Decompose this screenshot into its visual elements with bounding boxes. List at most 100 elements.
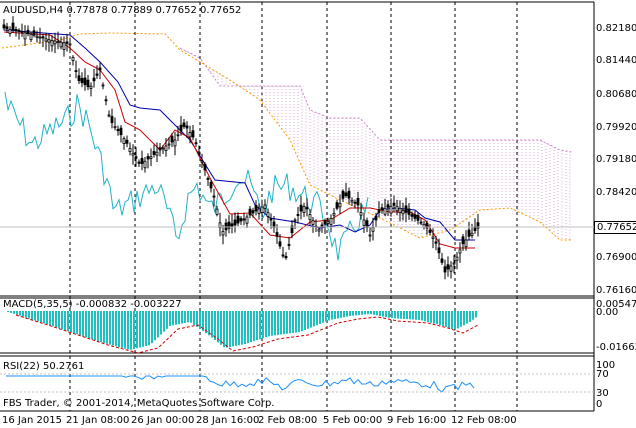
candle bbox=[5, 22, 9, 34]
candle bbox=[395, 199, 399, 216]
candle-body bbox=[47, 39, 51, 43]
candle bbox=[218, 212, 222, 237]
ichimoku-cloud bbox=[181, 49, 571, 240]
macd-header: MACD(5,35,5) -0.000832 -0.003227 bbox=[3, 299, 182, 310]
candle bbox=[62, 36, 66, 57]
candle-body bbox=[476, 222, 480, 229]
candle bbox=[44, 32, 48, 51]
candle bbox=[419, 217, 423, 226]
candle bbox=[275, 224, 279, 244]
candle bbox=[416, 212, 420, 225]
time-label: 9 Feb 16:00 bbox=[387, 415, 447, 426]
candle-body bbox=[236, 215, 240, 224]
candle-body bbox=[284, 255, 288, 259]
candle-body bbox=[110, 116, 114, 124]
rsi-scale-label: 0 bbox=[596, 399, 603, 410]
candle-body bbox=[347, 191, 351, 199]
candle bbox=[197, 145, 201, 157]
macd-scale-label: -0.016625 bbox=[596, 342, 636, 353]
candle-body bbox=[167, 143, 171, 146]
chart-header: AUDUSD,H4 0.77878 0.77889 0.77652 0.7765… bbox=[3, 5, 241, 16]
candle-body bbox=[194, 142, 198, 145]
candle-body bbox=[68, 43, 72, 46]
candle bbox=[155, 142, 159, 163]
candle-body bbox=[41, 36, 45, 39]
candle-body bbox=[53, 40, 57, 45]
candle-body bbox=[401, 209, 405, 215]
candle-body bbox=[92, 77, 96, 82]
candle bbox=[233, 212, 237, 233]
candle-body bbox=[386, 204, 390, 208]
macd-histogram bbox=[7, 311, 479, 354]
candle-body bbox=[191, 130, 195, 138]
candle bbox=[284, 252, 288, 260]
candle-body bbox=[107, 114, 111, 117]
candle bbox=[119, 125, 123, 143]
candle bbox=[113, 117, 117, 131]
candle-body bbox=[188, 132, 192, 138]
macd-scale-label: 0.00 bbox=[596, 307, 619, 318]
candle bbox=[179, 116, 183, 136]
candle bbox=[23, 25, 27, 46]
time-label: 26 Jan 00:00 bbox=[131, 415, 195, 426]
candle bbox=[299, 195, 303, 220]
candle bbox=[89, 82, 93, 97]
candle bbox=[236, 212, 240, 226]
candle-body bbox=[374, 215, 378, 221]
candle-body bbox=[245, 216, 249, 224]
candle-body bbox=[317, 228, 321, 232]
candle bbox=[41, 33, 45, 48]
candle-body bbox=[131, 152, 135, 156]
candle-body bbox=[65, 41, 69, 44]
time-label: 2 Feb 08:00 bbox=[258, 415, 318, 426]
candle bbox=[368, 226, 372, 242]
candle-body bbox=[221, 231, 225, 236]
candle-body bbox=[443, 266, 447, 273]
candle-body bbox=[23, 32, 27, 40]
candle bbox=[461, 234, 465, 251]
candle-body bbox=[239, 218, 243, 222]
candle-body bbox=[182, 122, 186, 127]
candle-body bbox=[407, 208, 411, 215]
candle bbox=[110, 108, 114, 129]
candle-body bbox=[365, 220, 369, 228]
candle-body bbox=[17, 29, 21, 32]
candle-body bbox=[305, 206, 309, 210]
candle bbox=[278, 233, 282, 249]
candle bbox=[467, 221, 471, 241]
candle bbox=[221, 224, 225, 245]
candle-body bbox=[395, 205, 399, 212]
candle-body bbox=[77, 75, 81, 82]
candle bbox=[14, 26, 18, 37]
candlesticks bbox=[2, 16, 480, 280]
candle bbox=[269, 213, 273, 229]
candle-body bbox=[257, 208, 261, 214]
candle-body bbox=[431, 236, 435, 239]
candle-body bbox=[359, 212, 363, 216]
candle-body bbox=[413, 214, 417, 219]
candle-body bbox=[83, 77, 87, 86]
time-label: 28 Jan 16:00 bbox=[196, 415, 260, 426]
candle-body bbox=[143, 160, 147, 169]
candle bbox=[410, 211, 414, 222]
candle bbox=[164, 138, 168, 157]
candle bbox=[152, 144, 156, 158]
candle bbox=[182, 119, 186, 129]
candle bbox=[170, 133, 174, 148]
candle-body bbox=[125, 139, 129, 144]
candle-body bbox=[377, 209, 381, 213]
candle bbox=[338, 194, 342, 215]
candle bbox=[248, 205, 252, 219]
candle-body bbox=[116, 128, 120, 132]
candle-body bbox=[419, 221, 423, 224]
candle bbox=[473, 218, 477, 234]
candle-body bbox=[320, 224, 324, 228]
candle bbox=[428, 224, 432, 236]
candle-body bbox=[437, 247, 441, 254]
current-price-box: 0.77652 bbox=[594, 221, 636, 234]
candle bbox=[11, 16, 15, 33]
candle bbox=[80, 72, 84, 88]
main-pane[interactable] bbox=[0, 1, 595, 412]
candle bbox=[176, 125, 180, 142]
